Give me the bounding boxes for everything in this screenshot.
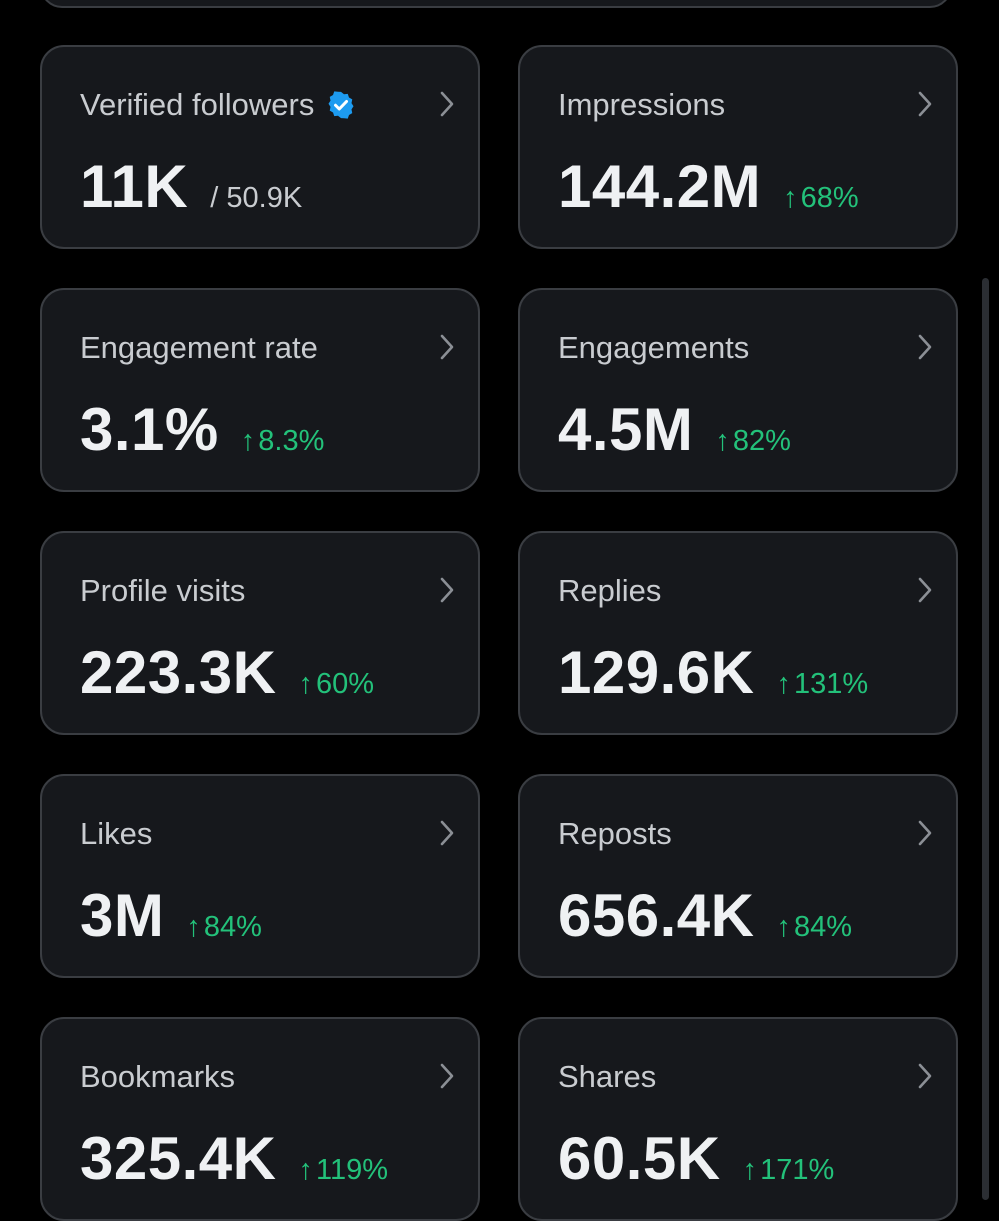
card-title: Reposts xyxy=(558,816,672,852)
arrow-up-icon: ↑ xyxy=(298,668,313,700)
card-change-value: 8.3% xyxy=(258,425,325,457)
arrow-up-icon: ↑ xyxy=(298,1154,313,1186)
card-title-label: Shares xyxy=(558,1059,657,1094)
card-change: ↑ 119% xyxy=(298,1154,388,1187)
card-title-label: Engagement rate xyxy=(80,330,318,365)
card-value-row: 223.3K ↑ 60% xyxy=(80,638,374,707)
chevron-right-icon xyxy=(918,577,932,603)
card-value: 129.6K xyxy=(558,639,755,706)
card-engagement-rate[interactable]: Engagement rate 3.1% ↑ 8.3% xyxy=(40,288,480,492)
chevron-right-icon xyxy=(440,820,454,846)
card-value-row: 656.4K ↑ 84% xyxy=(558,881,852,950)
card-change: ↑ 68% xyxy=(783,182,859,215)
card-likes[interactable]: Likes 3M ↑ 84% xyxy=(40,774,480,978)
chevron-right-icon xyxy=(440,334,454,360)
card-title-label: Reposts xyxy=(558,816,672,851)
card-profile-visits[interactable]: Profile visits 223.3K ↑ 60% xyxy=(40,531,480,735)
card-title: Engagements xyxy=(558,330,749,366)
card-value: 11K xyxy=(80,153,189,220)
card-title-label: Engagements xyxy=(558,330,750,365)
card-value: 325.4K xyxy=(80,1125,277,1192)
card-change-value: 171% xyxy=(760,1154,835,1186)
arrow-up-icon: ↑ xyxy=(776,668,791,700)
card-title-label: Replies xyxy=(558,573,662,608)
card-title-label: Profile visits xyxy=(80,573,246,608)
card-value-row: 129.6K ↑ 131% xyxy=(558,638,868,707)
card-engagements[interactable]: Engagements 4.5M ↑ 82% xyxy=(518,288,958,492)
card-total: / 50.9K xyxy=(210,182,303,214)
arrow-up-icon: ↑ xyxy=(186,911,201,943)
card-value-row: 11K / 50.9K xyxy=(80,152,302,221)
previous-card[interactable] xyxy=(40,0,952,8)
scrollbar[interactable] xyxy=(982,278,989,1200)
arrow-up-icon: ↑ xyxy=(783,182,798,214)
card-value-row: 144.2M ↑ 68% xyxy=(558,152,859,221)
card-change-value: 84% xyxy=(203,911,262,943)
card-title: Shares xyxy=(558,1059,656,1095)
card-change: ↑ 171% xyxy=(743,1154,835,1187)
card-change-value: 68% xyxy=(800,182,859,214)
card-value: 4.5M xyxy=(558,396,694,463)
card-value: 3M xyxy=(80,882,165,949)
card-title: Verified followers xyxy=(80,87,356,123)
card-value-row: 325.4K ↑ 119% xyxy=(80,1124,388,1193)
card-impressions[interactable]: Impressions 144.2M ↑ 68% xyxy=(518,45,958,249)
card-title: Bookmarks xyxy=(80,1059,235,1095)
card-change: ↑ 8.3% xyxy=(241,425,325,458)
metrics-grid: Verified followers 11K / 50.9K Impressio… xyxy=(40,45,958,1221)
card-change: ↑ 60% xyxy=(298,668,374,701)
card-value: 60.5K xyxy=(558,1125,721,1192)
card-change: ↑ 131% xyxy=(776,668,868,701)
card-title: Replies xyxy=(558,573,661,609)
arrow-up-icon: ↑ xyxy=(240,425,256,457)
chevron-right-icon xyxy=(440,577,454,603)
arrow-up-icon: ↑ xyxy=(715,425,730,457)
card-value: 144.2M xyxy=(558,153,762,220)
chevron-right-icon xyxy=(918,91,932,117)
card-value-row: 60.5K ↑ 171% xyxy=(558,1124,834,1193)
card-value: 223.3K xyxy=(80,639,277,706)
arrow-up-icon: ↑ xyxy=(742,1154,758,1186)
card-change-value: 84% xyxy=(793,911,853,943)
card-change: ↑ 82% xyxy=(715,425,791,458)
card-change-value: 82% xyxy=(732,425,791,457)
card-change-value: 60% xyxy=(315,668,375,700)
card-change: ↑ 84% xyxy=(186,911,262,944)
card-title: Profile visits xyxy=(80,573,245,609)
card-value: 3.1% xyxy=(80,396,219,463)
card-value-row: 3.1% ↑ 8.3% xyxy=(80,395,324,464)
chevron-right-icon xyxy=(440,1063,454,1089)
card-verified-followers[interactable]: Verified followers 11K / 50.9K xyxy=(40,45,480,249)
card-shares[interactable]: Shares 60.5K ↑ 171% xyxy=(518,1017,958,1221)
card-value: 656.4K xyxy=(558,882,755,949)
card-title-label: Impressions xyxy=(558,87,726,122)
card-title: Likes xyxy=(80,816,152,852)
card-title-label: Bookmarks xyxy=(80,1059,236,1094)
card-change-value: 131% xyxy=(793,668,869,700)
card-replies[interactable]: Replies 129.6K ↑ 131% xyxy=(518,531,958,735)
chevron-right-icon xyxy=(918,820,932,846)
card-title-label: Likes xyxy=(80,816,153,851)
card-change: ↑ 84% xyxy=(776,911,852,944)
verified-badge-icon xyxy=(328,91,354,119)
chevron-right-icon xyxy=(440,91,454,117)
card-change-value: 119% xyxy=(315,1154,389,1186)
card-title-label: Verified followers xyxy=(80,87,315,122)
card-title: Impressions xyxy=(558,87,725,123)
card-title: Engagement rate xyxy=(80,330,318,366)
card-reposts[interactable]: Reposts 656.4K ↑ 84% xyxy=(518,774,958,978)
chevron-right-icon xyxy=(918,334,932,360)
card-bookmarks[interactable]: Bookmarks 325.4K ↑ 119% xyxy=(40,1017,480,1221)
arrow-up-icon: ↑ xyxy=(776,911,791,943)
chevron-right-icon xyxy=(918,1063,932,1089)
card-value-row: 4.5M ↑ 82% xyxy=(558,395,791,464)
card-value-row: 3M ↑ 84% xyxy=(80,881,262,950)
